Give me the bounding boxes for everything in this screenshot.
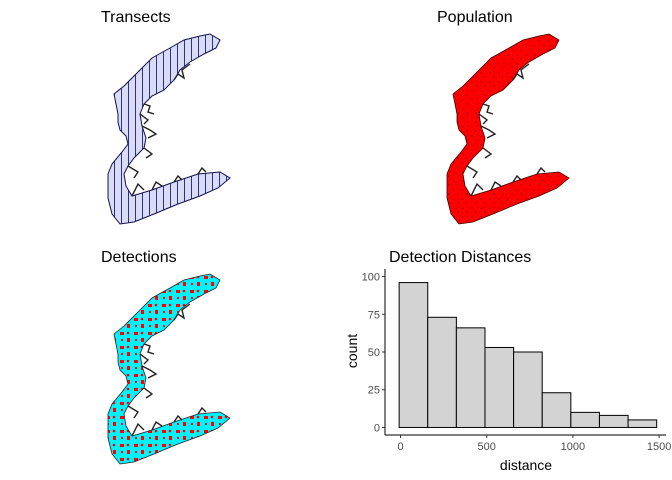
y-tick-label: 100 xyxy=(362,272,380,284)
y-tick-label: 0 xyxy=(374,422,380,434)
histogram-bar xyxy=(455,327,486,428)
y-axis-label: count xyxy=(344,334,360,368)
x-tick-label: 1500 xyxy=(647,441,671,453)
population-map xyxy=(446,33,570,225)
transects-map xyxy=(107,33,231,225)
detections-title: Detections xyxy=(101,249,177,266)
detections-panel: Detections xyxy=(101,249,231,465)
transects-coast-detail xyxy=(127,63,207,197)
y-tick-label: 25 xyxy=(368,385,380,397)
x-tick-label: 0 xyxy=(397,441,403,453)
detections-map xyxy=(107,273,231,465)
histogram-bar xyxy=(598,414,629,428)
detections-coast-detail xyxy=(127,303,207,437)
x-axis-label: distance xyxy=(500,457,552,473)
histogram-bar xyxy=(627,419,658,428)
histogram-bar xyxy=(484,346,515,428)
population-title: Population xyxy=(437,9,513,26)
histogram-bar xyxy=(398,282,429,428)
y-tick-label: 75 xyxy=(368,309,380,321)
histogram-bar xyxy=(541,392,572,428)
x-tick-label: 500 xyxy=(478,441,496,453)
histogram-bar xyxy=(570,411,600,428)
y-tick-label: 50 xyxy=(368,347,380,359)
transects-panel: Transects xyxy=(101,9,231,225)
transects-title: Transects xyxy=(101,9,171,26)
population-coast-detail xyxy=(466,63,546,197)
x-tick-label: 1000 xyxy=(561,441,585,453)
detections-region xyxy=(107,273,231,465)
histogram-bar xyxy=(513,351,543,428)
histogram-title: Detection Distances xyxy=(389,249,531,266)
population-panel: Population xyxy=(437,9,570,225)
population-region xyxy=(446,33,570,225)
transects-lines xyxy=(108,34,230,224)
histogram-bar xyxy=(427,316,457,428)
